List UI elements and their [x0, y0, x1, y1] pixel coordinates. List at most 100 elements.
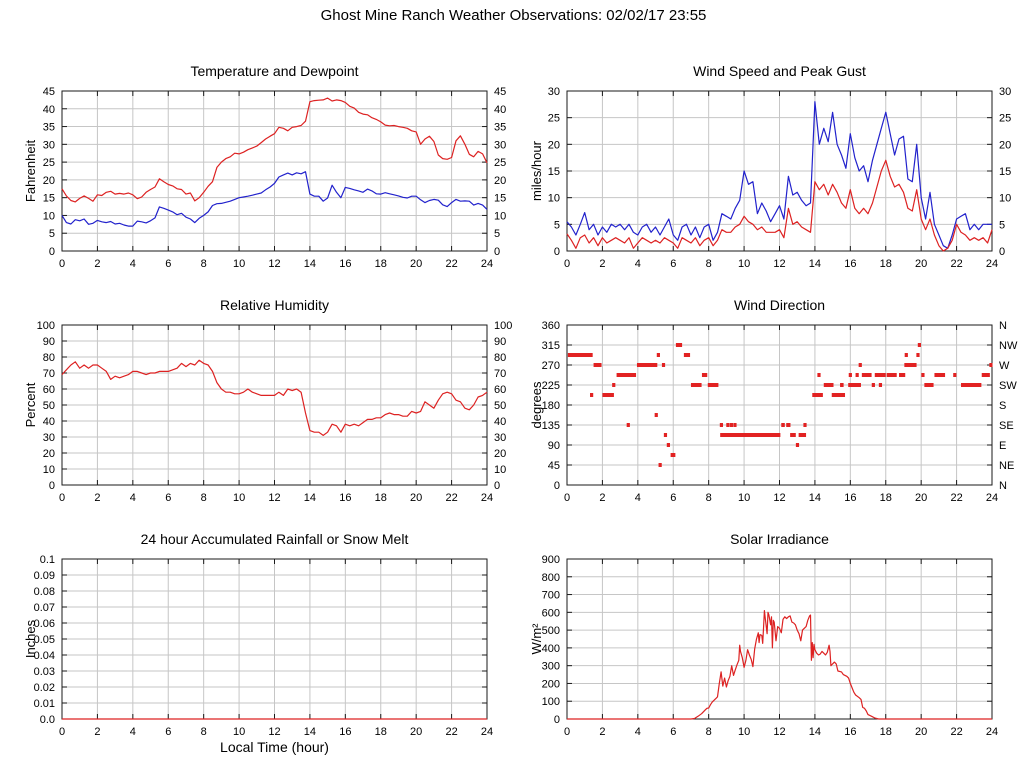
y-tick-label: 0.05: [34, 634, 55, 646]
x-tick-label: 8: [201, 492, 207, 504]
y-tick-label: 0: [554, 246, 560, 258]
x-tick-label: 18: [880, 492, 892, 504]
x-tick-label: 20: [915, 258, 927, 270]
x-tick-label: 16: [844, 726, 856, 738]
y-tick-label-right: S: [999, 400, 1006, 412]
y-tick-label-right: 35: [494, 122, 506, 134]
x-tick-label: 6: [165, 258, 171, 270]
x-tick-label: 6: [670, 258, 676, 270]
x-tick-label: 0: [59, 258, 65, 270]
y-tick-label: 400: [542, 643, 560, 655]
x-tick-label: 4: [635, 492, 641, 504]
x-tick-label: 2: [94, 726, 100, 738]
y-tick-label: 25: [548, 113, 560, 125]
x-tick-label: 16: [844, 258, 856, 270]
y-tick-label: 0.1: [40, 554, 55, 566]
x-tick-label: 18: [375, 258, 387, 270]
y-tick-label-right: 20: [999, 139, 1011, 151]
x-tick-label: 18: [880, 258, 892, 270]
y-tick-label-right: W: [999, 360, 1010, 372]
y-tick-label: 15: [548, 166, 560, 178]
y-tick-label-right: N: [999, 480, 1007, 492]
y-tick-label-right: 15: [494, 193, 506, 205]
x-tick-label: 8: [706, 726, 712, 738]
y-tick-label: 30: [548, 86, 560, 98]
plot-solar-irradiance: 0 2 4 6 8 10 12 14 16 18 20 22 240100200300400500600…: [542, 554, 998, 738]
peak-gust-line: [566, 101, 992, 249]
x-tick-label: 14: [809, 258, 821, 270]
x-tick-label: 20: [410, 492, 422, 504]
dewpoint-line: [61, 171, 488, 227]
y-tick-label-right: 20: [494, 175, 506, 187]
y-tick-label: 70: [43, 368, 55, 380]
y-tick-label: 360: [542, 320, 560, 332]
x-tick-label: 6: [165, 726, 171, 738]
y-tick-label: 90: [43, 336, 55, 348]
x-tick-label: 0: [59, 726, 65, 738]
y-tick-label-right: NW: [999, 340, 1018, 352]
y-tick-label-right: 0: [494, 480, 500, 492]
y-tick-label-right: 50: [494, 400, 506, 412]
x-tick-label: 20: [410, 258, 422, 270]
y-tick-label: 0.02: [34, 682, 55, 694]
x-tick-label: 24: [481, 258, 493, 270]
x-tick-label: 18: [880, 726, 892, 738]
x-tick-label: 4: [130, 726, 136, 738]
chart-title-wind-direction: Wind Direction: [733, 297, 826, 313]
y-tick-label: 80: [43, 352, 55, 364]
y-tick-label: 0.09: [34, 570, 55, 582]
y-tick-label-right: E: [999, 440, 1006, 452]
x-tick-label: 10: [738, 726, 750, 738]
x-tick-label: 24: [986, 726, 998, 738]
y-tick-label-right: 40: [494, 416, 506, 428]
x-tick-label: 12: [268, 258, 280, 270]
y-tick-label: 20: [548, 139, 560, 151]
y-tick-label-right: SE: [999, 420, 1014, 432]
y-tick-label: 0.06: [34, 618, 55, 630]
x-tick-label: 12: [268, 492, 280, 504]
y-tick-label: 0.04: [34, 650, 55, 662]
x-tick-label: 4: [635, 258, 641, 270]
y-tick-label-right: 60: [494, 384, 506, 396]
x-tick-label: 6: [670, 726, 676, 738]
page-title: Ghost Mine Ranch Weather Observations: 0…: [320, 7, 707, 24]
x-tick-label: 20: [915, 492, 927, 504]
y-tick-label-right: 100: [494, 320, 512, 332]
y-tick-label: 100: [37, 320, 55, 332]
y-tick-label: 0: [49, 480, 55, 492]
x-tick-label: 8: [706, 492, 712, 504]
y-tick-label: 5: [554, 219, 560, 231]
x-tick-label: 0: [564, 492, 570, 504]
plot-rainfall: 0 2 4 6 8 10 12 14 16 18 20 22 240.00.010.020.030.04…: [34, 554, 494, 738]
y-tick-label: 45: [548, 460, 560, 472]
y-tick-label: 500: [542, 625, 560, 637]
y-tick-label: 180: [542, 400, 560, 412]
plot-border: [566, 558, 993, 720]
y-tick-label: 30: [43, 139, 55, 151]
plot-border: [566, 90, 993, 252]
y-tick-label-right: 10: [494, 210, 506, 222]
y-tick-label-right: 10: [494, 464, 506, 476]
y-tick-label: 20: [43, 175, 55, 187]
y-tick-label: 50: [43, 400, 55, 412]
x-tick-label: 10: [233, 258, 245, 270]
y-tick-label: 200: [542, 678, 560, 690]
x-tick-label: 16: [339, 726, 351, 738]
y-tick-label: 0.0: [40, 714, 55, 726]
x-tick-label: 8: [201, 258, 207, 270]
y-tick-label: 600: [542, 607, 560, 619]
y-tick-label: 60: [43, 384, 55, 396]
x-tick-label: 24: [481, 492, 493, 504]
y-tick-label: 15: [43, 193, 55, 205]
y-tick-label: 0: [554, 714, 560, 726]
x-tick-label: 10: [738, 258, 750, 270]
y-tick-label: 10: [43, 210, 55, 222]
y-tick-label-right: 5: [999, 219, 1005, 231]
y-tick-label-right: 25: [494, 157, 506, 169]
x-tick-label: 24: [481, 726, 493, 738]
solar-line: [567, 610, 992, 720]
